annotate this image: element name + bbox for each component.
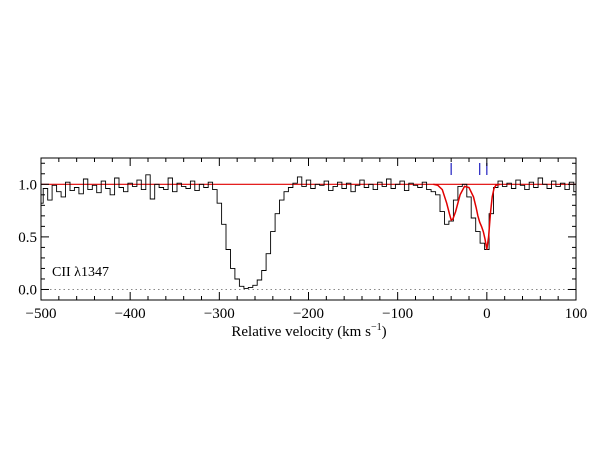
x-tick-label: −100: [382, 306, 413, 322]
species-annotation: CII λ1347: [52, 265, 109, 280]
data-layer: [41, 174, 576, 289]
x-axis-label-close: ): [382, 324, 387, 340]
spectrum-data-line: [41, 174, 576, 289]
x-axis-label: Relative velocity (km s−1): [231, 322, 386, 340]
voigt-fit-line: [433, 183, 501, 250]
x-tick-label: −300: [204, 306, 235, 322]
tick-layer: −500 −400 −300 −200 −100 0 100 0.0 0.5 1.0: [18, 158, 587, 322]
y-tick-label: 0.5: [18, 230, 37, 246]
x-axis-label-superscript: −1: [371, 322, 382, 333]
y-tick-label: 0.0: [18, 282, 37, 298]
plot-frame: [40, 157, 577, 301]
y-tick-label: 1.0: [18, 177, 37, 193]
x-tick-label: 0: [483, 306, 491, 322]
x-tick-label: −500: [26, 306, 57, 322]
x-tick-label: 100: [565, 306, 588, 322]
x-tick-label: −200: [293, 306, 324, 322]
x-tick-label: −400: [115, 306, 146, 322]
x-axis-label-main: Relative velocity (km s: [231, 324, 371, 340]
